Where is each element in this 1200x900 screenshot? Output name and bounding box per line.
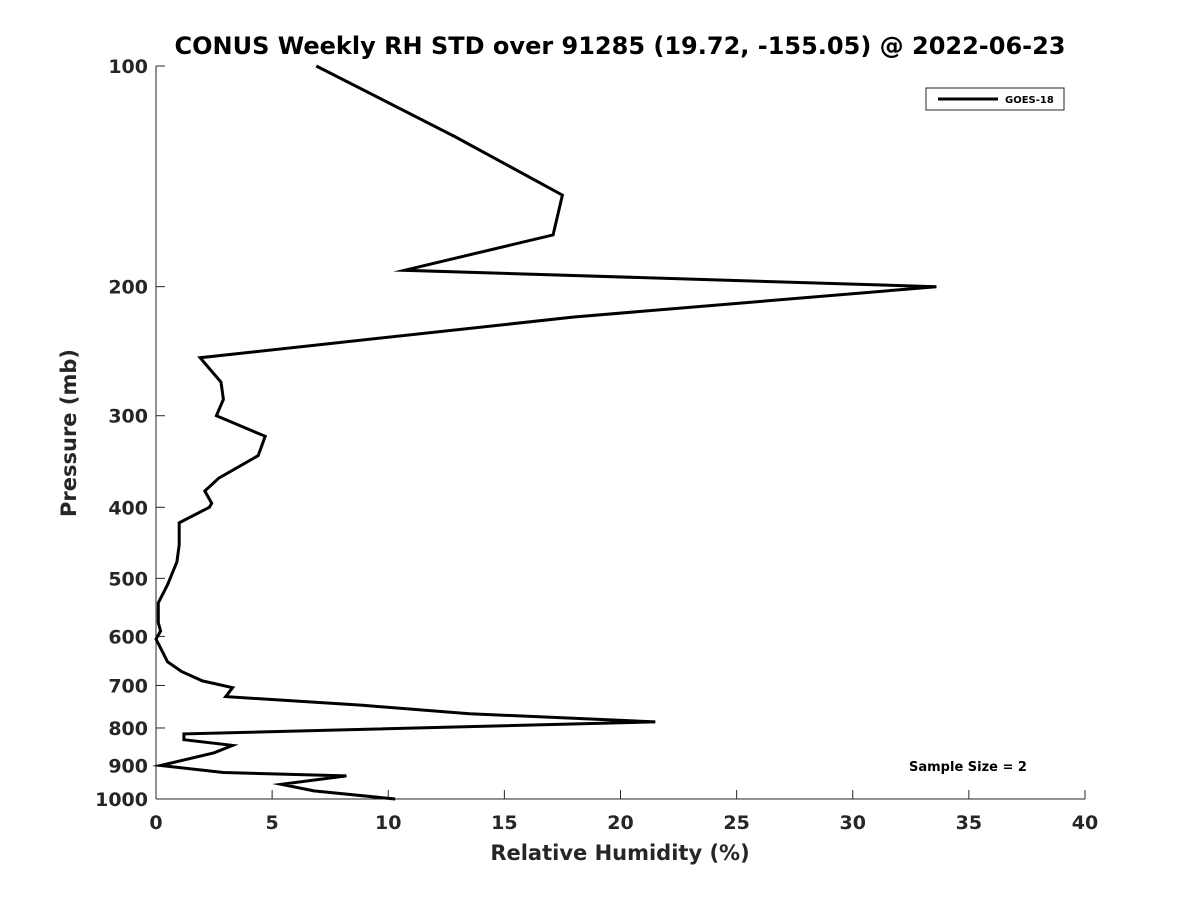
- y-tick-label: 600: [108, 626, 148, 648]
- sample-size-annotation: Sample Size = 2: [909, 760, 1027, 775]
- x-tick-label: 35: [956, 812, 982, 834]
- y-tick-label: 800: [108, 718, 148, 740]
- legend: GOES-18: [925, 87, 1065, 111]
- x-tick-label: 30: [840, 812, 866, 834]
- x-tick-label: 25: [723, 812, 749, 834]
- legend-label-goes-18: GOES-18: [1005, 95, 1054, 106]
- y-tick-label: 300: [108, 406, 148, 428]
- y-tick-label: 100: [108, 56, 148, 78]
- y-tick-label: 500: [108, 568, 148, 590]
- series-line-goes-18: [151, 64, 937, 801]
- x-axis-label: Relative Humidity (%): [490, 841, 749, 865]
- y-tick-label: 1000: [95, 789, 148, 811]
- x-tick-label: 15: [491, 812, 517, 834]
- y-tick-label: 700: [108, 675, 148, 697]
- series-layer: [151, 64, 937, 801]
- x-tick-label: 5: [266, 812, 279, 834]
- y-tick-label: 200: [108, 277, 148, 299]
- x-tick-label: 0: [149, 812, 162, 834]
- y-tick-label: 400: [108, 497, 148, 519]
- x-tick-label: 10: [375, 812, 401, 834]
- x-tick-label: 40: [1072, 812, 1098, 834]
- y-axis-label: Pressure (mb): [57, 349, 81, 517]
- axes: 0 5 10 15 20 25 30 35 40 100 200 300 400 500 600 700 800…: [95, 56, 1098, 834]
- x-tick-label: 20: [607, 812, 633, 834]
- chart-title: CONUS Weekly RH STD over 91285 (19.72, -…: [174, 32, 1065, 60]
- y-tick-label: 900: [108, 755, 148, 777]
